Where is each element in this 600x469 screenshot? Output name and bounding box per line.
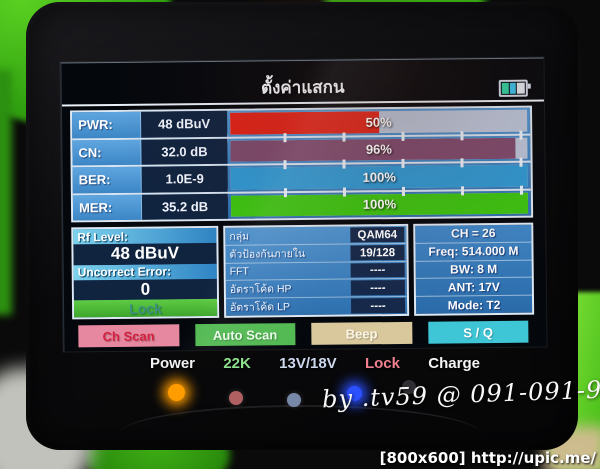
lcd-screen: ตั้งค่าแสกน PWR: 48 dBuV 50% CN: [60, 57, 547, 352]
meter-label: MER: [72, 194, 143, 221]
22k-label: 22K [223, 355, 251, 372]
param-row-guard-interval: ตัวป้องกันภายใน 19/128 [225, 243, 407, 264]
auto-scan-button[interactable]: Auto Scan [194, 323, 296, 347]
param-row-code-rate-hp: อัตราโค้ด HP ---- [225, 278, 407, 299]
lock-led [347, 386, 362, 401]
param-value: ---- [350, 262, 405, 278]
battery-empty [516, 82, 525, 94]
param-label: อัตราโค้ด LP [230, 301, 291, 314]
meter-value: 32.0 dB [141, 138, 228, 165]
param-value: QAM64 [350, 226, 405, 243]
led-label-row: Power 22K 13V/18V Lock Charge [150, 355, 480, 372]
param-label: กลุ่ม [229, 230, 250, 243]
softkey-bar: Ch Scan Auto Scan Beep S / Q [72, 320, 534, 348]
param-label: อัตราโค้ด HP [229, 283, 292, 296]
meter-bar-percent: 100% [362, 196, 397, 213]
meter-label: BER: [72, 166, 142, 193]
22k-led [229, 391, 243, 405]
sq-button[interactable]: S / Q [427, 320, 529, 344]
meter-value: 35.2 dB [141, 193, 229, 220]
param-value: 19/128 [350, 244, 405, 261]
meter-value: 1.0E-9 [141, 165, 228, 193]
meter-value: 48 dBuV [141, 110, 228, 138]
ch-scan-button[interactable]: Ch Scan [78, 324, 179, 348]
mode: Mode: T2 [447, 297, 501, 313]
param-value: ---- [350, 297, 406, 314]
param-label: ตัวป้องกันภายใน [229, 247, 306, 261]
13v18v-label: 13V/18V [279, 355, 337, 372]
charge-led [402, 380, 416, 394]
channel-info: CH = 26 Freq: 514.000 M BW: 8 M ANT: 17V… [413, 222, 535, 316]
beep-button[interactable]: Beep [311, 321, 412, 345]
uncorrect-error-label: Uncorrect Error: [73, 263, 217, 280]
device-bezel-edge [118, 405, 482, 465]
caption: [800x600] http://upic.me/ [379, 449, 596, 467]
13v18v-led [287, 393, 301, 407]
meter-panel: PWR: 48 dBuV 50% CN: 32.0 dB 96% [70, 105, 534, 223]
battery-fill [509, 82, 516, 94]
power-label: Power [150, 355, 196, 372]
lock-status: Lock [73, 298, 218, 318]
param-row-constellation: กลุ่ม QAM64 [225, 225, 407, 246]
frequency: Freq: 514.000 M [415, 242, 532, 262]
meter-bar: 50% [227, 108, 531, 143]
rf-level-label: Rf Level: [73, 227, 217, 245]
page-title: ตั้งค่าแสกน [260, 77, 345, 98]
param-label: FFT [229, 265, 250, 278]
meter-label: CN: [72, 139, 142, 166]
lock-label: Lock [364, 355, 400, 372]
param-row-code-rate-lp: อัตราโค้ด LP ---- [226, 297, 407, 316]
battery-fill [501, 82, 509, 94]
meter-label: PWR: [72, 111, 142, 138]
antenna-voltage: ANT: 17V [415, 278, 532, 298]
channel-number: CH = 26 [415, 224, 532, 244]
power-led [168, 384, 185, 401]
param-row-fft: FFT ---- [225, 261, 407, 281]
battery-icon [498, 79, 528, 97]
meter-bar-percent: 100% [362, 169, 396, 185]
meter-bar-percent: 50% [365, 114, 392, 130]
meter-row-pwr: PWR: 48 dBuV 50% [72, 107, 531, 143]
param-value: ---- [350, 279, 405, 296]
meter-bar-percent: 96% [365, 141, 393, 158]
bandwidth: BW: 8 M [415, 260, 532, 280]
uncorrect-error-value: 0 [73, 278, 217, 301]
device-casing-green [0, 70, 12, 315]
charge-label: Charge [428, 355, 480, 372]
info-panel: Rf Level: 48 dBuV Uncorrect Error: 0 Loc… [71, 222, 535, 320]
tuning-params: กลุ่ม QAM64 ตัวป้องกันภายใน 19/128 FFT -… [223, 223, 410, 318]
signal-box: Rf Level: 48 dBuV Uncorrect Error: 0 Loc… [71, 225, 220, 320]
rf-level-value: 48 dBuV [73, 242, 217, 265]
